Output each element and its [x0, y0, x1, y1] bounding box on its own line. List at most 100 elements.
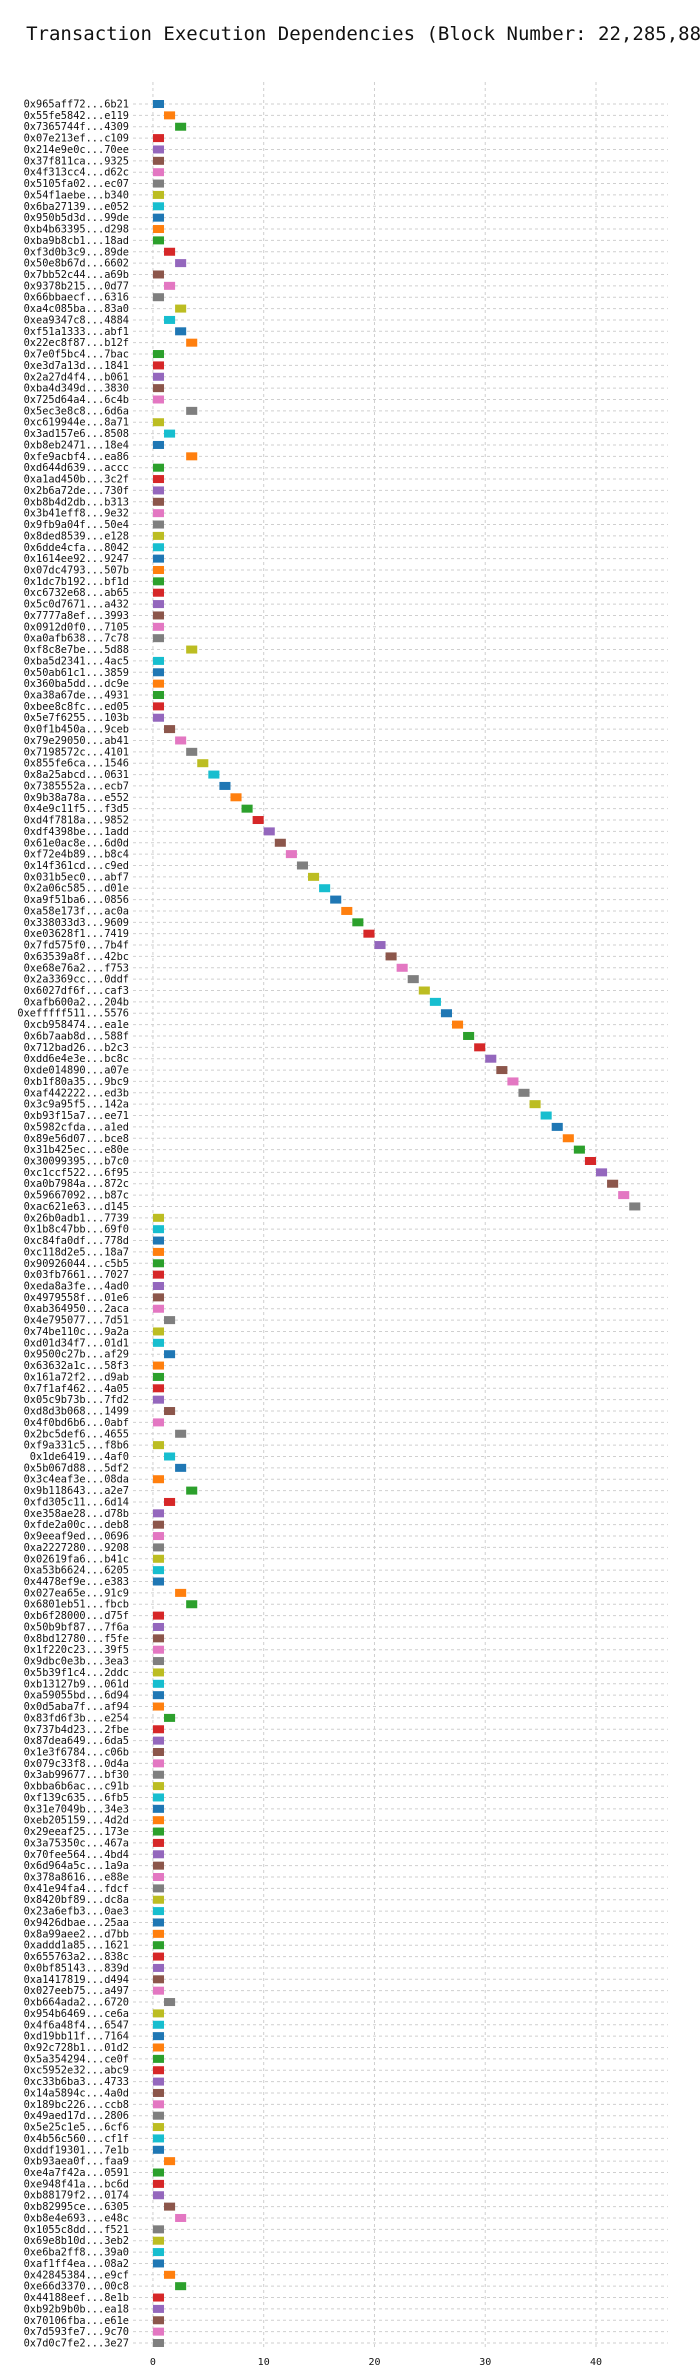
- transaction-bar: [152, 2066, 165, 2075]
- transaction-bar: [152, 1725, 165, 1734]
- transaction-label: 0x1de6419...4af0: [30, 1451, 129, 1463]
- transaction-bar: [152, 577, 165, 586]
- transaction-label: 0xa1417819...d494: [24, 1974, 129, 1986]
- transaction-label: 0x63632a1c...58f3: [24, 1360, 129, 1372]
- transaction-bar: [629, 1202, 641, 1211]
- transaction-bar: [385, 952, 397, 961]
- transaction-label: 0x07dc4793...507b: [24, 564, 129, 576]
- transaction-bar: [164, 1497, 176, 1506]
- transaction-bar: [152, 1793, 165, 1802]
- transaction-bar: [152, 1634, 165, 1643]
- transaction-bar: [152, 1270, 165, 1279]
- transaction-bar: [152, 2293, 165, 2302]
- transaction-label: 0x954b6469...ce6a: [24, 2008, 129, 2020]
- transaction-label: 0xde014890...a07e: [24, 1065, 129, 1077]
- transaction-bar: [152, 2134, 165, 2143]
- transaction-bar: [152, 1963, 165, 1972]
- transaction-label: 0xb8eb2471...18e4: [24, 439, 129, 451]
- transaction-label: 0xf8c8e7be...5d88: [24, 644, 129, 656]
- transaction-label: 0x5b39f1c4...2ddc: [24, 1667, 129, 1679]
- transaction-bar: [496, 1066, 508, 1075]
- transaction-bar: [152, 2123, 165, 2132]
- transaction-bar: [152, 1213, 165, 1222]
- transaction-label: 0x41e94fa4...fdcf: [24, 1883, 129, 1895]
- transaction-bar: [152, 134, 165, 143]
- transaction-bar: [152, 2054, 165, 2063]
- transaction-label: 0xdd6e4e3e...bc8c: [24, 1053, 129, 1065]
- transaction-bar: [152, 588, 165, 597]
- transaction-bar: [186, 1600, 198, 1609]
- transaction-label: 0x4f313cc4...d62c: [24, 167, 129, 179]
- transaction-bar: [285, 850, 297, 859]
- x-tick-label: 0: [150, 2357, 156, 2368]
- transaction-bar: [164, 315, 176, 324]
- transaction-bar: [175, 736, 187, 745]
- transaction-label: 0x7198572c...4101: [24, 746, 129, 758]
- transaction-label: 0x027ea65e...91c9: [24, 1587, 129, 1599]
- transaction-bar: [152, 1509, 165, 1518]
- transaction-label: 0xc118d2e5...18a7: [24, 1246, 129, 1258]
- transaction-label: 0x1b8c47bb...69f0: [24, 1224, 129, 1236]
- transaction-bar: [274, 838, 286, 847]
- transaction-bar: [164, 111, 176, 120]
- transaction-label: 0xa38a67de...4931: [24, 690, 129, 702]
- grid-lines: [133, 82, 668, 2348]
- transaction-bar: [152, 190, 165, 199]
- transaction-label: 0xc5952e32...abc9: [24, 2065, 129, 2077]
- transaction-label: 0x90926044...c5b5: [24, 1258, 129, 1270]
- transaction-bar: [152, 668, 165, 677]
- transaction-bar: [152, 509, 165, 518]
- transaction-bar: [507, 1077, 519, 1086]
- transaction-label: 0x05c9b73b...7fd2: [24, 1394, 129, 1406]
- transaction-bar: [152, 2179, 165, 2188]
- transaction-label: 0x74be110c...9a2a: [24, 1326, 129, 1338]
- transaction-label: 0x7f1af462...4a05: [24, 1383, 129, 1395]
- x-tick-label: 40: [590, 2357, 602, 2368]
- transaction-bar: [573, 1145, 585, 1154]
- transaction-bar: [152, 2339, 165, 2347]
- transaction-bar: [152, 2009, 165, 2018]
- transaction-bar: [152, 600, 165, 609]
- transaction-label: 0xe66d3370...00c8: [24, 2281, 129, 2293]
- transaction-label: 0xa58e173f...ac0a: [24, 905, 129, 917]
- transaction-bar: [152, 2077, 165, 2086]
- transaction-bar: [152, 361, 165, 370]
- transaction-label: 0xeb205159...4d2d: [24, 1815, 129, 1827]
- transaction-bar: [164, 1713, 176, 1722]
- transaction-label: 0x30099395...b7c0: [24, 1155, 129, 1167]
- transaction-bar: [396, 963, 408, 972]
- transaction-label: 0x23a6efb3...0ae3: [24, 1906, 129, 1918]
- transaction-bar: [374, 941, 386, 950]
- transaction-bar: [152, 1736, 165, 1745]
- transaction-label: 0x7e0f5bc4...7bac: [24, 349, 129, 361]
- transaction-bar: [152, 497, 165, 506]
- transaction-bar: [319, 884, 331, 893]
- transaction-label: 0x59667092...b87c: [24, 1190, 129, 1202]
- transaction-label: 0xc84fa0df...778d: [24, 1235, 129, 1247]
- transaction-bar: [152, 225, 165, 234]
- transaction-label: 0x3a75350c...467a: [24, 1837, 129, 1849]
- transaction-label: 0x29eeaf25...173e: [24, 1826, 129, 1838]
- transaction-bar: [186, 452, 198, 461]
- transaction-bar: [164, 2157, 176, 2166]
- transaction-bar: [618, 1191, 630, 1200]
- transaction-label: 0x83fd6f3b...e254: [24, 1712, 129, 1724]
- transaction-bar: [152, 1816, 165, 1825]
- transaction-bar: [152, 1691, 165, 1700]
- transaction-bar: [152, 1611, 165, 1620]
- transaction-label: 0x7385552a...ecb7: [24, 780, 129, 792]
- transaction-label: 0x9500c27b...af29: [24, 1349, 129, 1361]
- transaction-bar: [152, 1873, 165, 1882]
- transaction-bar: [485, 1054, 497, 1063]
- transaction-bar: [562, 1134, 574, 1143]
- transaction-bar: [186, 338, 198, 347]
- transaction-bar: [152, 1418, 165, 1427]
- transaction-bar: [152, 1622, 165, 1631]
- transaction-label: 0x8a25abcd...0631: [24, 769, 129, 781]
- transaction-label: 0xefffff511...5576: [17, 1008, 129, 1020]
- transaction-label: 0x1dc7b192...bf1d: [24, 576, 129, 588]
- transaction-label: 0x7fd575f0...7b4f: [24, 940, 129, 952]
- transaction-bar: [219, 781, 231, 790]
- transaction-label: 0xba9b8cb1...18ad: [24, 235, 129, 247]
